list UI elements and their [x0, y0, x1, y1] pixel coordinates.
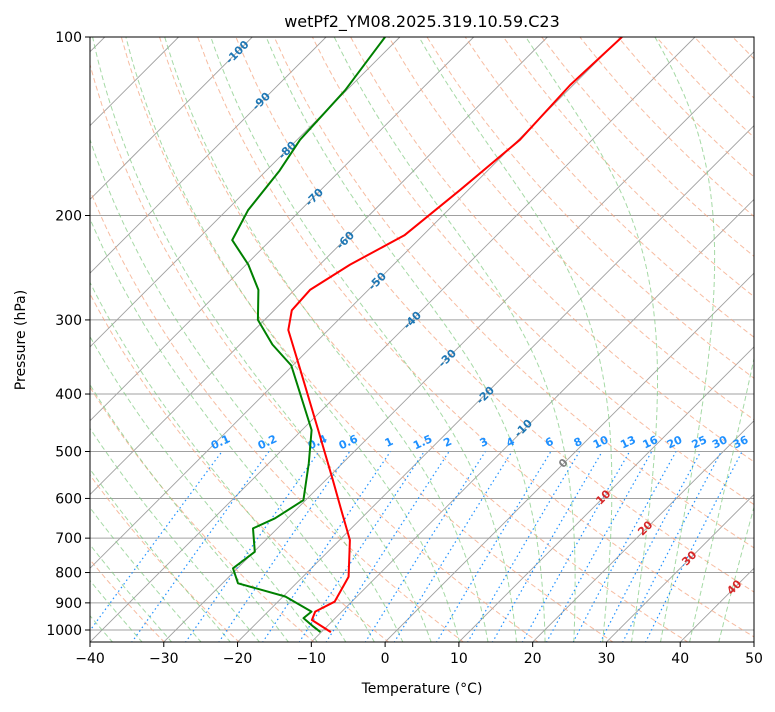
y-tick-label: 600 [55, 491, 82, 507]
isotherm-line [385, 37, 775, 643]
moist-adiabat-line [126, 37, 460, 643]
isotherm-label: -10 [512, 416, 535, 439]
isotherm-line [89, 37, 695, 643]
dry-adiabat-line [0, 37, 315, 643]
x-tick-label: −20 [223, 651, 253, 667]
x-tick-label: −30 [149, 651, 179, 667]
isotherm-label: -70 [303, 185, 326, 208]
dry-adiabat-line [695, 37, 775, 643]
moist-adiabat-line [93, 37, 432, 643]
mixing-ratio-label: 8 [572, 435, 584, 450]
isotherm-line [0, 37, 547, 643]
temperature-trace [288, 37, 622, 632]
isotherm-line [458, 37, 775, 643]
isotherm-line [0, 37, 326, 643]
dry-adiabat-line [542, 37, 775, 643]
x-tick-label: 20 [524, 651, 542, 667]
mixing-ratio-label: 36 [731, 433, 751, 451]
isotherm-label: -20 [474, 383, 497, 406]
moist-adiabat-line [64, 37, 403, 643]
dry-adiabat-line [656, 37, 775, 643]
moist-adiabat-line [165, 37, 488, 643]
x-tick-label: 10 [450, 651, 468, 667]
dry-adiabat-line [389, 37, 775, 643]
mixing-ratio-line [326, 452, 449, 643]
y-tick-label: 900 [55, 596, 82, 612]
background-lines [0, 37, 775, 643]
dry-adiabat-line [351, 37, 775, 643]
x-tick-label: 40 [671, 651, 689, 667]
dry-adiabat-line [771, 37, 775, 643]
moist-adiabat-line [526, 37, 658, 643]
mixing-ratio-label: 13 [618, 433, 637, 451]
mixing-ratio-line [645, 452, 742, 643]
x-axis-label: Temperature (°C) [361, 681, 483, 697]
mixing-ratio-line [436, 452, 551, 643]
isotherm-line [237, 37, 775, 643]
mixing-ratio-label: 6 [543, 435, 556, 450]
mixing-ratio-line [219, 452, 350, 643]
x-tick-label: 50 [745, 651, 763, 667]
mixing-ratio-label: 2 [441, 435, 453, 450]
mixing-ratio-line [623, 452, 722, 643]
mixing-ratio-label: 25 [690, 433, 709, 451]
moist-adiabat-line [655, 37, 715, 643]
mixing-ratio-label: 0.1 [209, 432, 232, 452]
moist-adiabat-line [0, 37, 289, 643]
y-tick-label: 1000 [46, 623, 82, 639]
mixing-ratio-label: 10 [591, 433, 611, 451]
isotherm-line [0, 37, 252, 643]
x-tick-label: 0 [381, 651, 390, 667]
y-tick-label: 800 [55, 566, 82, 582]
mixing-ratio-label: 16 [641, 433, 661, 451]
x-tick-label: −40 [75, 651, 105, 667]
y-tick-label: 700 [55, 531, 82, 547]
mixing-ratio-label: 3 [478, 435, 490, 450]
mixing-ratio-label: 20 [665, 433, 685, 451]
mixing-ratio-line [546, 452, 651, 643]
y-tick-label: 400 [55, 387, 82, 403]
isotherm-line [680, 37, 775, 643]
y-tick-label: 500 [55, 444, 82, 460]
y-tick-label: 100 [55, 30, 82, 46]
mixing-ratio-line [81, 452, 222, 643]
mixing-ratio-label: 30 [710, 433, 730, 451]
y-tick-label: 200 [55, 209, 82, 225]
x-tick-label: 30 [598, 651, 616, 667]
mixing-ratio-line [132, 452, 269, 643]
mixing-ratio-line [573, 452, 676, 643]
isotherm-label: 30 [679, 548, 699, 568]
isotherm-label: 20 [635, 518, 655, 538]
mixing-ratio-line [522, 452, 629, 643]
mixing-ratio-line [394, 452, 512, 643]
moist-adiabat-line [38, 37, 375, 643]
x-tick-label: −10 [297, 651, 327, 667]
dry-adiabat-line [0, 37, 240, 643]
isotherm-label: -40 [401, 308, 424, 331]
moist-adiabat-line [690, 37, 775, 643]
isotherm-label: -60 [334, 228, 357, 251]
dry-adiabat-line [236, 37, 775, 643]
dry-adiabat-line [160, 37, 689, 643]
dry-adiabat-line [465, 37, 775, 643]
mixing-ratio-label: 1 [383, 435, 395, 450]
mixing-ratio-line [299, 452, 424, 643]
y-tick-label: 300 [55, 313, 82, 329]
y-axis-label: Pressure (hPa) [13, 290, 29, 390]
moist-adiabat-line [719, 37, 775, 643]
chart-title: wetPf2_YM08.2025.319.10.59.C23 [284, 12, 560, 32]
moist-adiabat-line [0, 37, 260, 643]
isotherm-line [532, 37, 775, 643]
mixing-ratio-label: 0.2 [256, 432, 279, 452]
dry-adiabat-line [427, 37, 775, 643]
isotherm-line [753, 37, 775, 643]
isotherm-line [0, 37, 400, 643]
